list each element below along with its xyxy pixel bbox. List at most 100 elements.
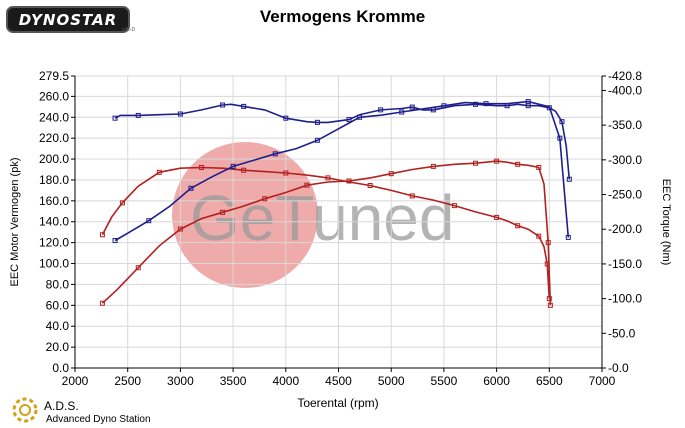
series-point-1 bbox=[156, 169, 162, 175]
ads-brand-short: A.D.S. bbox=[44, 399, 79, 413]
grid-lines bbox=[74, 75, 603, 369]
series-point-3 bbox=[304, 182, 310, 188]
x-tick-label: 3000 bbox=[167, 374, 194, 388]
series-point-1 bbox=[451, 203, 457, 209]
logo-text: DYNOSTAR bbox=[18, 10, 118, 29]
x-tick-label: 3500 bbox=[220, 374, 247, 388]
x-tick-label: 4500 bbox=[325, 374, 352, 388]
y-left-tick-label: 40.0 bbox=[46, 319, 70, 333]
series-point-2 bbox=[483, 101, 489, 107]
y-right-tick-label: -420.8 bbox=[608, 69, 642, 83]
series-point-0 bbox=[409, 104, 415, 110]
data-series bbox=[99, 99, 572, 308]
series-point-3 bbox=[346, 178, 352, 184]
series-point-2 bbox=[272, 151, 278, 157]
series-line-3 bbox=[101, 160, 552, 306]
series-point-2 bbox=[399, 109, 405, 115]
series-point-3 bbox=[536, 164, 542, 170]
x-tick-label: 2500 bbox=[114, 374, 141, 388]
y-left-tick-label: 60.0 bbox=[46, 298, 70, 312]
y-left-tick-label: 120.0 bbox=[39, 236, 69, 250]
series-point-2 bbox=[441, 103, 447, 109]
y-left-tick-label: 160.0 bbox=[39, 194, 69, 208]
y-left-tick-label: 0.0 bbox=[52, 361, 69, 375]
series-point-1 bbox=[241, 167, 247, 173]
ads-brand-full: Advanced Dyno Station bbox=[46, 414, 151, 425]
dynostar-logo: DYNOSTAR bbox=[6, 6, 130, 33]
series-point-3 bbox=[473, 160, 479, 166]
series-point-2 bbox=[557, 135, 563, 141]
y-left-tick-label: 20.0 bbox=[46, 340, 70, 354]
series-point-0 bbox=[559, 119, 565, 125]
series-point-0 bbox=[220, 102, 226, 108]
x-tick-label: 4000 bbox=[272, 374, 299, 388]
series-point-0 bbox=[283, 115, 289, 121]
y-right-tick-label: -150.0 bbox=[608, 257, 642, 271]
series-point-2 bbox=[146, 218, 152, 224]
series-point-0 bbox=[566, 176, 572, 182]
series-point-1 bbox=[536, 233, 542, 239]
chart-title: Vermogens Kromme bbox=[259, 7, 426, 26]
y-left-tick-label: 279.5 bbox=[39, 69, 69, 83]
y-right-tick-label: -350.0 bbox=[608, 118, 642, 132]
y-left-tick-label: 200.0 bbox=[39, 152, 69, 166]
ads-logo-icon bbox=[12, 397, 38, 423]
series-point-3 bbox=[135, 265, 141, 271]
series-point-1 bbox=[119, 200, 125, 206]
series-point-1 bbox=[367, 183, 373, 188]
series-line-2 bbox=[114, 100, 570, 242]
y-right-tick-label: -200.0 bbox=[608, 222, 642, 236]
series-point-3 bbox=[177, 226, 183, 232]
series-point-2 bbox=[230, 163, 236, 169]
series-point-0 bbox=[112, 115, 118, 121]
series-line-1 bbox=[101, 166, 551, 299]
y-left-tick-label: 140.0 bbox=[39, 215, 69, 229]
series-point-2 bbox=[525, 99, 531, 105]
y-right-tick-label: -50.0 bbox=[608, 326, 636, 340]
y-right-tick-label: -250.0 bbox=[608, 188, 642, 202]
series-point-2 bbox=[314, 137, 320, 143]
x-tick-label: 2000 bbox=[62, 374, 89, 388]
axes: 2000 2500 3000 3500 4000 4500 5000 5500 6000 6500… bbox=[39, 69, 642, 388]
watermark-text: GeTuned bbox=[190, 182, 454, 254]
series-point-0 bbox=[135, 112, 141, 118]
y-right-tick-label: -100.0 bbox=[608, 292, 642, 306]
y-right-tick-label: -0.0 bbox=[608, 361, 629, 375]
y-right-tick-label: -300.0 bbox=[608, 153, 642, 167]
series-point-3 bbox=[262, 196, 268, 202]
series-point-2 bbox=[188, 185, 194, 191]
series-point-1 bbox=[99, 232, 105, 238]
series-point-2 bbox=[565, 234, 571, 240]
y-left-tick-label: 240.0 bbox=[39, 110, 69, 124]
series-point-0 bbox=[177, 111, 183, 117]
series-point-3 bbox=[430, 163, 436, 169]
series-point-3 bbox=[547, 302, 553, 308]
series-point-0 bbox=[314, 119, 320, 125]
series-line-0 bbox=[114, 103, 571, 180]
series-point-3 bbox=[99, 300, 105, 306]
series-point-1 bbox=[515, 223, 521, 229]
y-left-tick-label: 180.0 bbox=[39, 173, 69, 187]
x-tick-label: 6000 bbox=[483, 374, 510, 388]
x-tick-label: 7000 bbox=[589, 374, 616, 388]
y-axis-right-label: EEC Torque (Nm) bbox=[660, 179, 672, 266]
series-point-1 bbox=[494, 214, 500, 220]
y-axis-left-label: EEC Motor Vermogen (pk) bbox=[9, 158, 21, 287]
series-point-0 bbox=[241, 103, 247, 109]
series-point-3 bbox=[515, 161, 521, 167]
series-point-1 bbox=[283, 170, 289, 176]
series-point-0 bbox=[378, 107, 384, 113]
series-point-1 bbox=[198, 164, 204, 170]
x-axis-label: Toerental (rpm) bbox=[297, 396, 378, 410]
series-point-3 bbox=[388, 171, 394, 177]
y-left-tick-label: 260.0 bbox=[39, 89, 69, 103]
y-right-tick-label: -400.0 bbox=[608, 83, 642, 97]
series-point-1 bbox=[409, 193, 415, 199]
series-point-0 bbox=[546, 105, 552, 111]
y-left-tick-label: 100.0 bbox=[39, 257, 69, 271]
series-point-0 bbox=[346, 117, 352, 123]
series-point-3 bbox=[220, 209, 226, 215]
y-left-tick-label: 220.0 bbox=[39, 131, 69, 145]
x-tick-label: 5500 bbox=[431, 374, 458, 388]
